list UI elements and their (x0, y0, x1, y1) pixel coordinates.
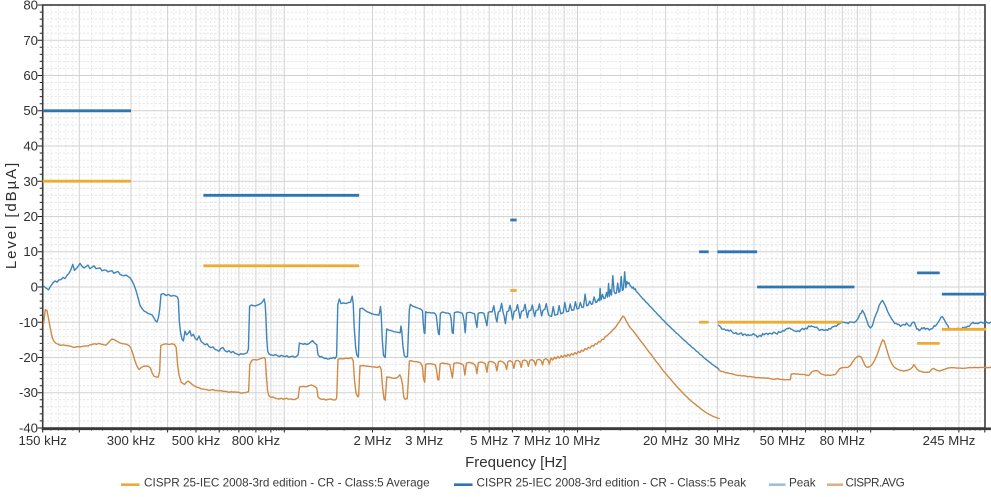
svg-text:300 kHz: 300 kHz (107, 433, 155, 448)
svg-text:7 MHz: 7 MHz (513, 433, 551, 448)
svg-text:80: 80 (23, 0, 38, 13)
svg-text:50: 50 (23, 103, 38, 118)
svg-text:-10: -10 (19, 315, 38, 330)
svg-text:30 MHz: 30 MHz (695, 433, 740, 448)
svg-text:Peak: Peak (789, 477, 816, 490)
svg-text:-30: -30 (19, 385, 38, 400)
svg-text:800 kHz: 800 kHz (232, 433, 280, 448)
svg-text:500 kHz: 500 kHz (172, 433, 220, 448)
svg-text:Frequency [Hz]: Frequency [Hz] (465, 454, 567, 471)
svg-text:30: 30 (23, 174, 38, 189)
svg-text:20: 20 (23, 209, 38, 224)
svg-text:70: 70 (23, 33, 38, 48)
svg-text:3 MHz: 3 MHz (405, 433, 443, 448)
svg-text:150 kHz: 150 kHz (19, 433, 67, 448)
svg-text:-20: -20 (19, 350, 38, 365)
svg-text:40: 40 (23, 139, 38, 154)
svg-text:2 MHz: 2 MHz (353, 433, 391, 448)
svg-text:245 MHz: 245 MHz (923, 433, 976, 448)
svg-text:-40: -40 (19, 421, 38, 436)
svg-text:5 MHz: 5 MHz (470, 433, 508, 448)
svg-text:0: 0 (31, 280, 38, 295)
svg-text:10: 10 (23, 244, 38, 259)
svg-text:50 MHz: 50 MHz (760, 433, 805, 448)
svg-text:Level [dBµA]: Level [dBµA] (3, 161, 20, 269)
svg-text:60: 60 (23, 68, 38, 83)
svg-text:20 MHz: 20 MHz (643, 433, 688, 448)
svg-text:80 MHz: 80 MHz (820, 433, 865, 448)
svg-text:CISPR 25-IEC 2008-3rd edition: CISPR 25-IEC 2008-3rd edition - CR - Cla… (144, 477, 430, 490)
svg-text:10 MHz: 10 MHz (555, 433, 600, 448)
svg-text:CISPR.AVG: CISPR.AVG (846, 477, 905, 490)
svg-text:CISPR 25-IEC 2008-3rd edition: CISPR 25-IEC 2008-3rd edition - CR - Cla… (477, 477, 747, 490)
